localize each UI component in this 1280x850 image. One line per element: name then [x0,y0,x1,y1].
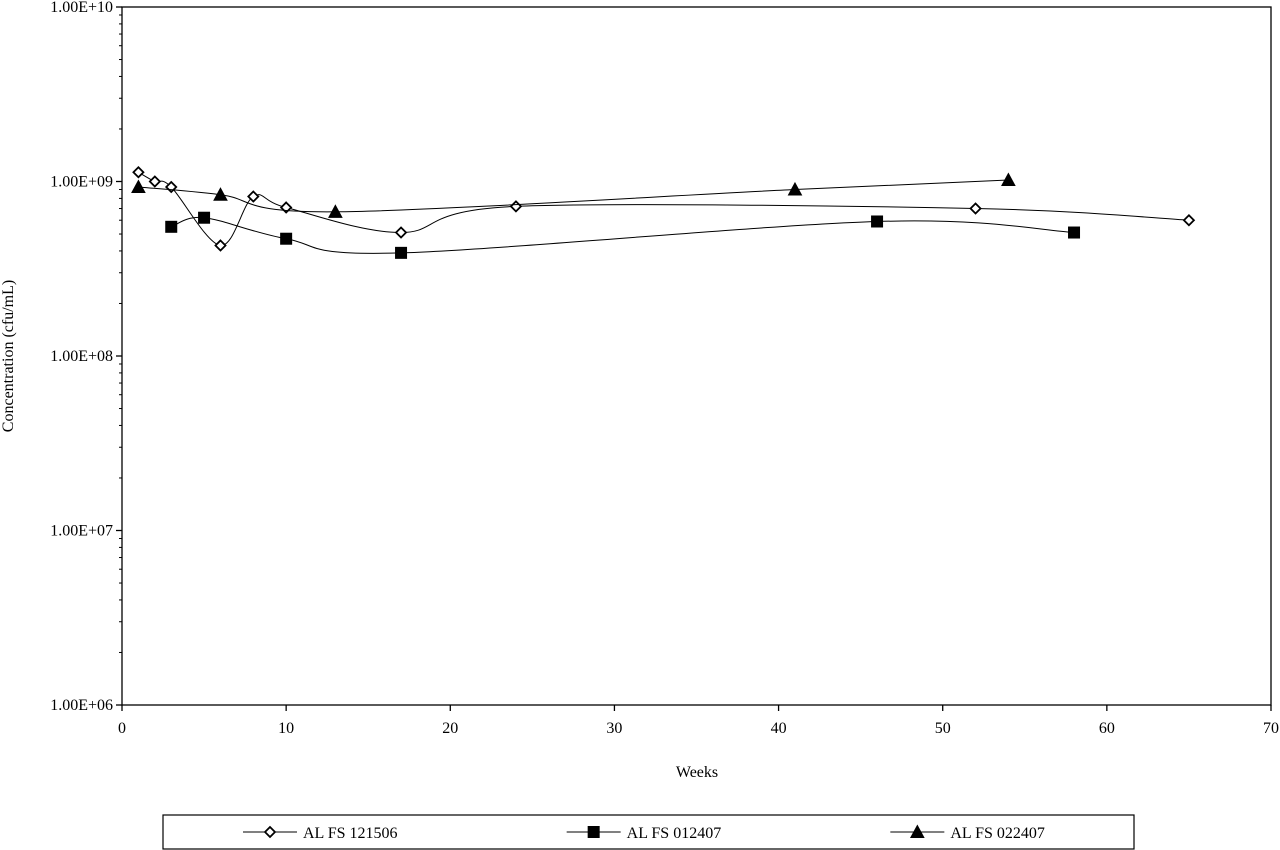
x-axis-title: Weeks [676,764,718,781]
y-tick-label: 1.00E+10 [50,0,113,16]
x-tick-label: 40 [771,720,787,737]
legend-diamond-marker [263,825,277,839]
y-axis-title: Concentration (cfu/mL) [0,280,17,432]
x-tick-label: 30 [606,720,622,737]
series-line [138,171,1189,247]
legend-box [162,814,1135,850]
series-2 [165,211,1081,259]
y-tick-label: 1.00E+09 [50,174,113,191]
legend-label: AL FS 022407 [950,825,1045,842]
square-marker [280,232,293,245]
plot-layer: 1.00E+06 1.00E+07 1.00E+08 1.00E+09 1.00E+10… [50,0,1279,737]
legend-square-marker [587,826,600,838]
series-1 [132,165,1196,252]
diamond-marker [247,190,260,203]
diamond-marker [969,202,982,215]
legend-entry-2: AL FS 012407 [566,825,722,842]
square-marker [1068,226,1081,239]
diamond-marker [214,239,227,252]
square-marker [198,211,211,224]
x-tick-label: 0 [118,720,126,737]
x-tick-label: 50 [935,720,951,737]
plot-area-frame [121,6,1272,706]
y-tick-label: 1.00E+07 [50,523,113,540]
square-marker [871,215,884,228]
legend: AL FS 121506 AL FS 012407 AL FS 022407 [162,814,1135,850]
x-tick-label: 60 [1099,720,1115,737]
x-tick-label: 10 [278,720,294,737]
series-line [171,216,1075,254]
legend-triangle-marker [909,824,925,839]
y-tick-label: 1.00E+06 [50,697,113,714]
triangle-marker [1001,172,1016,187]
diamond-marker [148,175,162,188]
x-tick-label: 70 [1263,720,1279,737]
x-tick-label: 20 [442,720,458,737]
diamond-marker [509,200,523,213]
triangle-marker [213,187,228,201]
legend-label: AL FS 121506 [303,825,398,842]
legend-entry-1: AL FS 121506 [243,825,398,842]
triangle-marker [328,204,343,218]
diamond-marker [1182,213,1196,227]
diamond-marker [394,226,408,239]
y-tick-label: 1.00E+08 [50,348,113,365]
legend-entry-3: AL FS 022407 [890,824,1045,842]
square-marker [395,246,408,259]
series-3 [131,172,1016,218]
legend-label: AL FS 012407 [627,825,722,842]
diamond-marker [132,165,145,179]
triangle-marker [131,179,146,194]
triangle-marker [787,181,803,196]
square-marker [165,220,178,233]
